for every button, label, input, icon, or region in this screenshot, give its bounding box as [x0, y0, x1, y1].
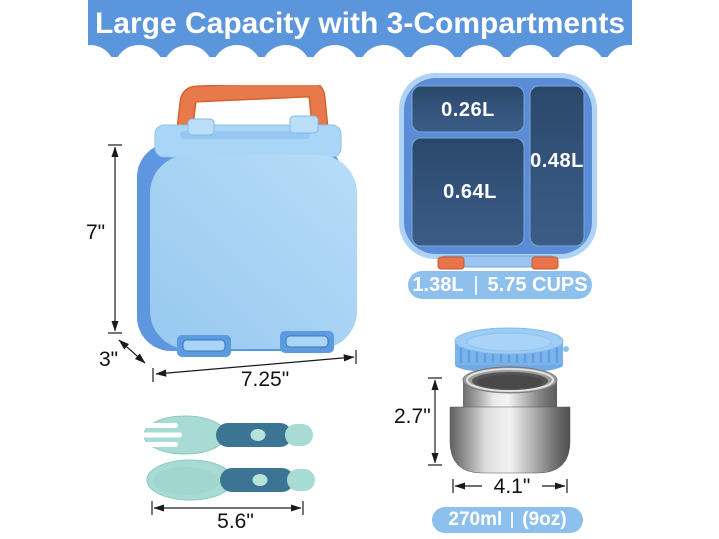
lunchbox-latch-left — [177, 335, 231, 357]
compartment-small — [411, 85, 525, 133]
lunchbox-front — [150, 155, 357, 349]
jar-oz: (9oz) — [522, 509, 567, 530]
lunchbox-height-label: 7" — [86, 221, 106, 244]
food-jar-illustration — [449, 327, 571, 474]
banner-title: Large Capacity with 3-Compartments — [94, 7, 626, 40]
lunchbox-latch-right — [280, 331, 334, 353]
capacity-cups: 5.75 CUPS — [487, 273, 588, 296]
lunchbox-width-label: 7.25" — [240, 368, 290, 391]
jar-body — [449, 366, 571, 474]
jar-diameter-label: 4.1" — [482, 476, 542, 497]
jar-lid-nub — [563, 346, 569, 352]
lunchbox-hinge-right — [289, 115, 319, 134]
spoon — [146, 459, 315, 501]
lunchbox-illustration — [137, 85, 357, 357]
bento-clip-right — [531, 256, 559, 270]
banner: Large Capacity with 3-Compartments — [88, 0, 632, 80]
fork — [140, 415, 313, 455]
compartment-small-label: 0.26L — [441, 99, 495, 121]
utensil-length-label: 5.6" — [217, 510, 254, 533]
capacity-liters: 1.38L — [412, 273, 464, 296]
utensils-illustration — [140, 415, 315, 501]
banner-wave — [88, 0, 632, 80]
badge-divider — [511, 512, 514, 528]
compartment-side-label: 0.48L — [530, 150, 584, 172]
bento-clip-left — [437, 256, 465, 270]
badge-divider — [474, 275, 477, 295]
compartment-side — [529, 85, 585, 247]
capacity-badge: 1.38L 5.75 CUPS — [408, 271, 592, 299]
compartment-large-label: 0.64L — [443, 181, 497, 203]
bento-top-view: 0.26L 0.64L 0.48L — [399, 73, 597, 270]
jar-lid — [454, 327, 569, 373]
jar-ml: 270ml — [448, 509, 503, 530]
jar-height-label: 2.7" — [394, 405, 431, 428]
compartment-large — [411, 137, 525, 247]
lunchbox-depth-label: 3" — [99, 348, 119, 371]
lunchbox-handle — [176, 85, 329, 154]
jar-capacity-badge: 270ml (9oz) — [432, 507, 583, 533]
lunchbox-hinge-left — [187, 118, 215, 136]
